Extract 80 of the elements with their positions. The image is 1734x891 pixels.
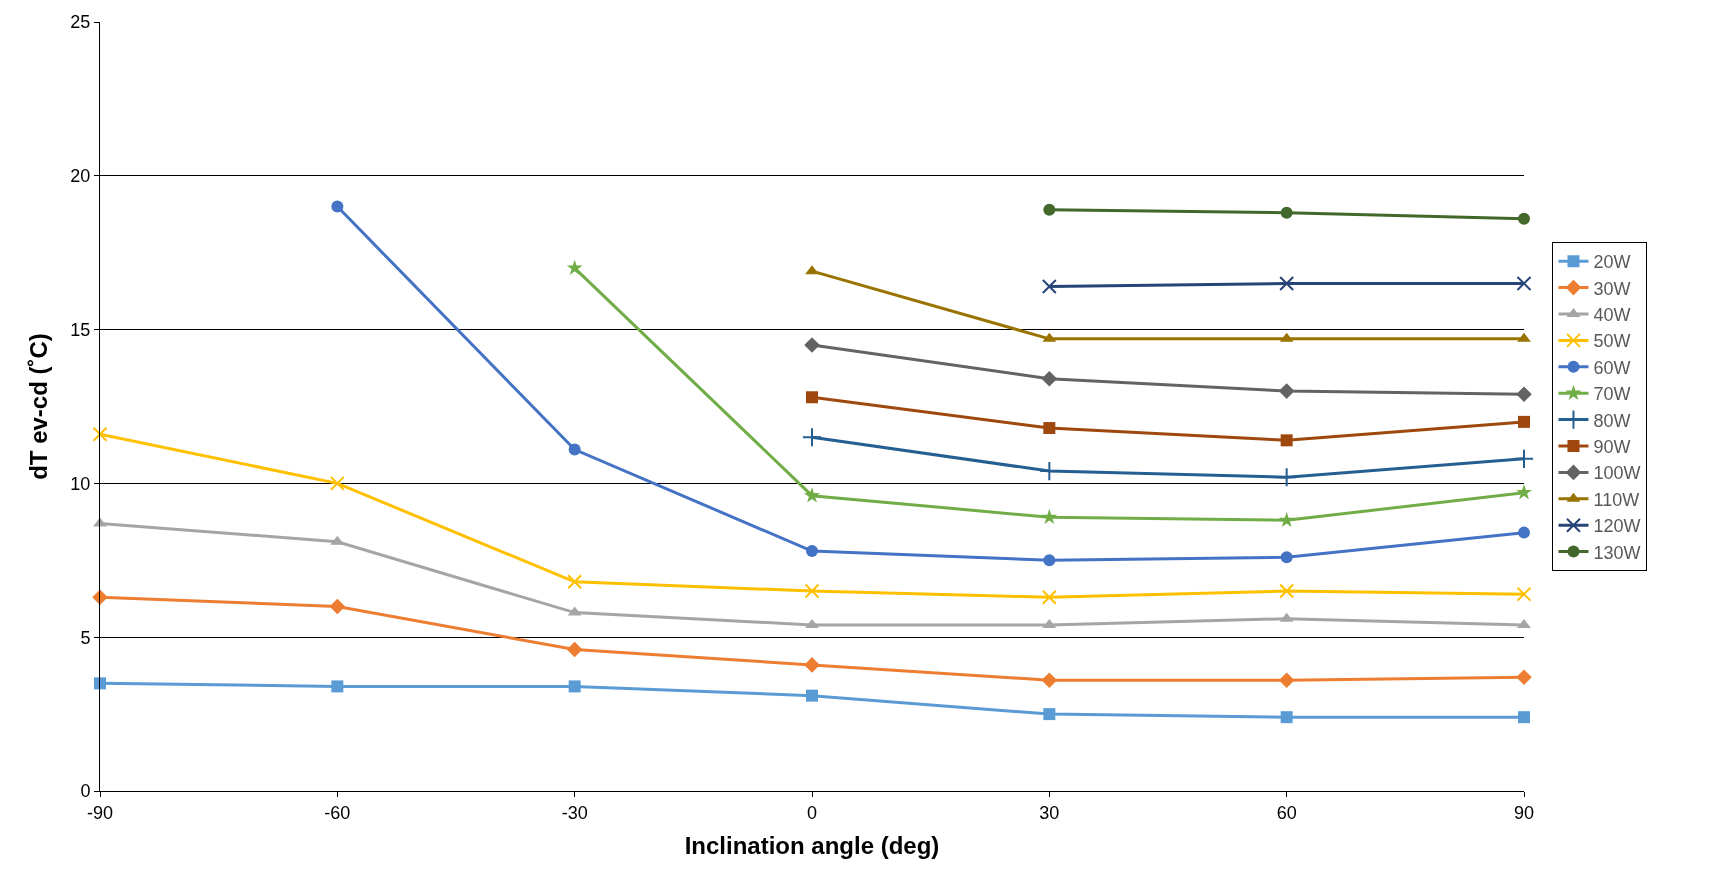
legend-label: 20W — [1593, 252, 1631, 273]
point — [1043, 708, 1056, 721]
y-tick-label: 5 — [80, 627, 91, 648]
point — [1278, 511, 1295, 528]
point — [804, 337, 820, 353]
point — [566, 259, 583, 275]
point — [567, 574, 583, 590]
point — [568, 680, 581, 693]
point — [331, 680, 344, 693]
x-tick-label: -30 — [561, 802, 588, 823]
point — [1518, 415, 1530, 428]
point — [801, 427, 823, 448]
point — [804, 657, 820, 673]
point — [1280, 551, 1293, 564]
point — [1041, 589, 1057, 605]
point — [1516, 484, 1532, 500]
point — [806, 391, 818, 404]
point — [806, 689, 818, 702]
x-tick-label: 90 — [1513, 802, 1535, 823]
point — [804, 487, 820, 503]
y-axis-title: dT ev-cd (˚C) — [25, 333, 53, 480]
point — [568, 443, 581, 456]
x-tick-label: -60 — [324, 802, 351, 823]
legend-label: 60W — [1593, 357, 1631, 378]
x-tick-label: -90 — [86, 802, 114, 823]
legend-label: 30W — [1593, 278, 1631, 299]
point — [1513, 448, 1535, 469]
point — [1280, 206, 1293, 219]
legend-label: 120W — [1593, 516, 1641, 537]
x-axis-title: Inclination angle (deg) — [684, 831, 940, 859]
x-tick-label: 30 — [1039, 802, 1060, 823]
y-tick-label: 20 — [70, 166, 91, 187]
legend-label: 50W — [1593, 331, 1631, 352]
point — [1041, 672, 1058, 689]
point — [94, 677, 106, 690]
legend-label: 80W — [1593, 410, 1631, 431]
point — [1279, 275, 1295, 291]
y-tick-label: 25 — [70, 12, 91, 33]
point — [1280, 711, 1293, 724]
point — [329, 475, 345, 491]
y-tick-label: 0 — [80, 781, 91, 802]
point — [1043, 554, 1056, 567]
point — [1278, 383, 1295, 399]
legend-label: 100W — [1593, 463, 1641, 484]
point — [1516, 586, 1532, 602]
point — [1041, 279, 1057, 295]
point — [1517, 332, 1531, 342]
legend-label: 40W — [1593, 305, 1631, 326]
point — [331, 200, 344, 213]
point — [1041, 508, 1058, 525]
point — [805, 265, 819, 275]
legend-label: 90W — [1593, 437, 1631, 458]
point — [1516, 275, 1532, 291]
point — [1043, 422, 1056, 435]
point — [1518, 711, 1530, 724]
point — [1280, 434, 1293, 447]
legend-label: 110W — [1593, 489, 1640, 510]
legend-label: 70W — [1593, 384, 1631, 405]
point — [1278, 672, 1295, 689]
point — [1516, 669, 1532, 685]
point — [566, 641, 583, 658]
point — [1516, 386, 1532, 402]
point — [1041, 371, 1058, 387]
point — [329, 598, 346, 615]
point — [804, 583, 820, 599]
y-tick-label: 15 — [70, 319, 91, 340]
point — [1279, 583, 1295, 599]
point — [1276, 467, 1297, 488]
point — [1517, 618, 1531, 628]
point — [806, 545, 818, 558]
point — [1518, 212, 1530, 225]
point — [1043, 203, 1056, 216]
point — [805, 618, 819, 628]
point — [92, 426, 108, 442]
legend-label: 130W — [1593, 542, 1641, 563]
x-tick-label: 60 — [1276, 802, 1297, 823]
point — [1518, 526, 1530, 539]
x-tick-label: 0 — [806, 802, 818, 823]
point — [92, 589, 108, 606]
y-tick-label: 10 — [70, 473, 91, 494]
